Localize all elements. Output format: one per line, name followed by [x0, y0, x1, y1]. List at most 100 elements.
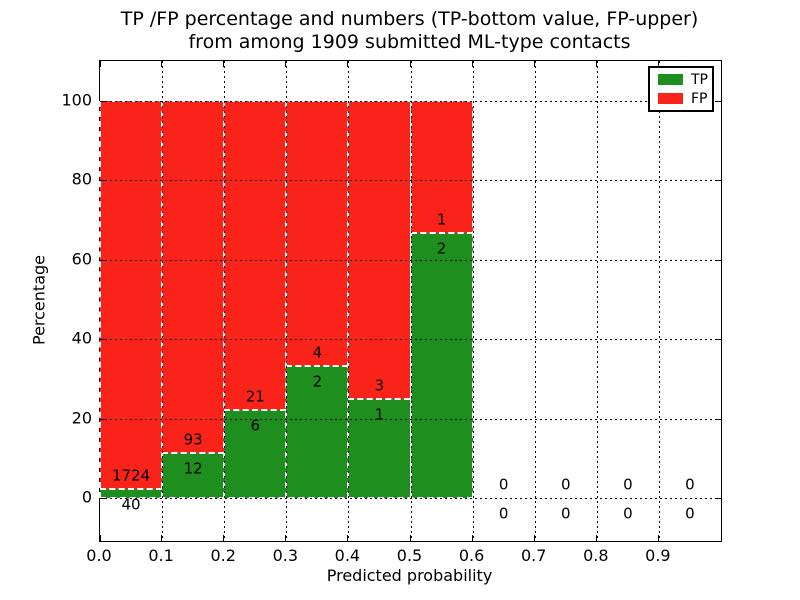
- x-tick-label-0.1: 0.1: [148, 546, 174, 565]
- gridline-x-0.1: [162, 61, 164, 541]
- x-tick-label-0.0: 0.0: [86, 546, 112, 565]
- bar-fp-bin3: [286, 100, 349, 366]
- fp-count-bin6: 0: [498, 475, 509, 494]
- bar-fp-bin4: [348, 100, 411, 399]
- bar-tp-bin2: [224, 409, 287, 498]
- x-tick-top-0.9: [657, 61, 659, 67]
- x-tick-bottom-0.3: [285, 535, 287, 541]
- y-tick-right-0: [715, 498, 721, 499]
- gridline-x-0.8: [596, 61, 598, 541]
- bar-tp-bin0: [100, 488, 163, 498]
- gridline-x-0.9: [658, 61, 660, 541]
- bar-fp-bin5: [410, 100, 473, 234]
- x-tick-bottom-0.5: [409, 535, 411, 541]
- x-tick-bottom-0: [100, 535, 101, 541]
- fp-swatch-icon: [658, 93, 683, 104]
- gridline-x-0.6: [472, 61, 474, 541]
- x-tick-top-0.3: [285, 61, 287, 67]
- gridline-y-100: [100, 100, 721, 102]
- x-tick-bottom-0.2: [223, 535, 225, 541]
- x-tick-bottom-0.9: [657, 535, 659, 541]
- legend-item-fp: FP: [658, 92, 712, 106]
- x-tick-top-0.4: [347, 61, 349, 67]
- fp-count-bin2: 21: [245, 387, 265, 406]
- bar-fp-bin0: [100, 100, 163, 489]
- legend: TP FP: [648, 66, 714, 112]
- x-tick-label-0.4: 0.4: [334, 546, 361, 565]
- tp-count-bin1: 12: [183, 459, 203, 478]
- legend-item-tp: TP: [658, 73, 712, 87]
- plot-area: 1724 40 93 12 21 6 4 2 3 1 1 2 0 0 0 0 0 0 0 0: [99, 60, 722, 542]
- fp-count-bin4: 3: [374, 376, 385, 395]
- fp-count-bin3: 4: [312, 343, 323, 362]
- y-tick-left-100: [100, 100, 106, 102]
- legend-label-tp: TP: [691, 71, 708, 88]
- y-tick-right-20: [715, 418, 721, 420]
- x-tick-bottom-0.4: [347, 535, 349, 541]
- x-tick-bottom-0.1: [161, 535, 163, 541]
- y-tick-right-100: [715, 100, 721, 102]
- y-tick-label-80: 80: [71, 169, 92, 189]
- bar-fp-bin1: [162, 100, 225, 453]
- x-tick-top-0.7: [533, 61, 535, 67]
- chart-title-line2: from among 1909 submitted ML-type contac…: [188, 31, 631, 53]
- x-axis-label: Predicted probability: [326, 566, 493, 585]
- x-tick-top-0.2: [223, 61, 225, 67]
- bar-boundary-edge-bin4: [348, 397, 411, 400]
- y-tick-label-0: 0: [81, 487, 92, 507]
- gridline-x-0.5: [410, 61, 412, 541]
- tp-count-bin5: 2: [436, 239, 447, 258]
- x-tick-label-0.7: 0.7: [520, 546, 547, 565]
- gridline-x-0.2: [224, 61, 226, 541]
- tp-count-bin2: 6: [250, 416, 261, 435]
- gridline-y-0: [100, 498, 721, 499]
- x-tick-label-0.2: 0.2: [210, 546, 236, 565]
- tp-count-bin7: 0: [560, 504, 571, 523]
- gridline-y-40: [100, 339, 721, 341]
- chart-title-line1: TP /FP percentage and numbers (TP-bottom…: [120, 8, 699, 30]
- gridline-x-0.7: [534, 61, 536, 541]
- y-tick-right-80: [715, 180, 721, 182]
- x-tick-label-0.3: 0.3: [272, 546, 299, 565]
- tp-count-bin0: 40: [121, 495, 141, 514]
- tp-count-bin4: 1: [374, 405, 385, 424]
- y-tick-left-20: [100, 418, 106, 420]
- y-tick-left-0: [100, 498, 106, 499]
- bar-boundary-edge-bin1: [162, 451, 225, 454]
- x-tick-label-0.5: 0.5: [396, 546, 423, 565]
- legend-label-fp: FP: [691, 90, 708, 107]
- gridline-y-60: [100, 259, 721, 261]
- bar-tp-bin5: [410, 233, 473, 498]
- y-tick-label-100: 100: [61, 90, 92, 110]
- x-tick-label-0.9: 0.9: [645, 546, 671, 565]
- x-tick-bottom-0.7: [533, 535, 535, 541]
- y-tick-left-40: [100, 339, 106, 341]
- tp-swatch-icon: [658, 74, 683, 85]
- x-tick-top-0.5: [409, 61, 411, 67]
- gridline-y-80: [100, 180, 721, 182]
- fp-count-bin9: 0: [685, 475, 695, 494]
- y-tick-label-20: 20: [71, 408, 92, 428]
- x-tick-bottom-0.8: [595, 535, 597, 541]
- bar-fp-bin2: [224, 100, 287, 410]
- fp-count-bin1: 93: [183, 430, 203, 449]
- fp-count-bin8: 0: [623, 475, 633, 494]
- gridline-x-0.4: [348, 61, 350, 541]
- bar-boundary-edge-bin0: [100, 487, 163, 490]
- gridline-x-0.3: [286, 61, 288, 541]
- tp-count-bin3: 2: [312, 372, 323, 391]
- bar-tp-bin1: [162, 452, 225, 498]
- chart-title: TP /FP percentage and numbers (TP-bottom…: [99, 8, 720, 54]
- bar-tp-bin4: [348, 398, 411, 498]
- bar-boundary-edge-bin3: [286, 364, 349, 367]
- y-axis-label: Percentage: [29, 254, 49, 346]
- x-tick-top-0: [100, 61, 101, 67]
- gridline-y-20: [100, 418, 721, 420]
- tp-count-bin8: 0: [623, 504, 633, 523]
- tp-count-bin9: 0: [685, 504, 695, 523]
- y-tick-right-60: [715, 259, 721, 261]
- y-tick-label-60: 60: [71, 249, 92, 269]
- x-tick-top-0.6: [471, 61, 473, 67]
- fp-count-bin5: 1: [436, 210, 447, 229]
